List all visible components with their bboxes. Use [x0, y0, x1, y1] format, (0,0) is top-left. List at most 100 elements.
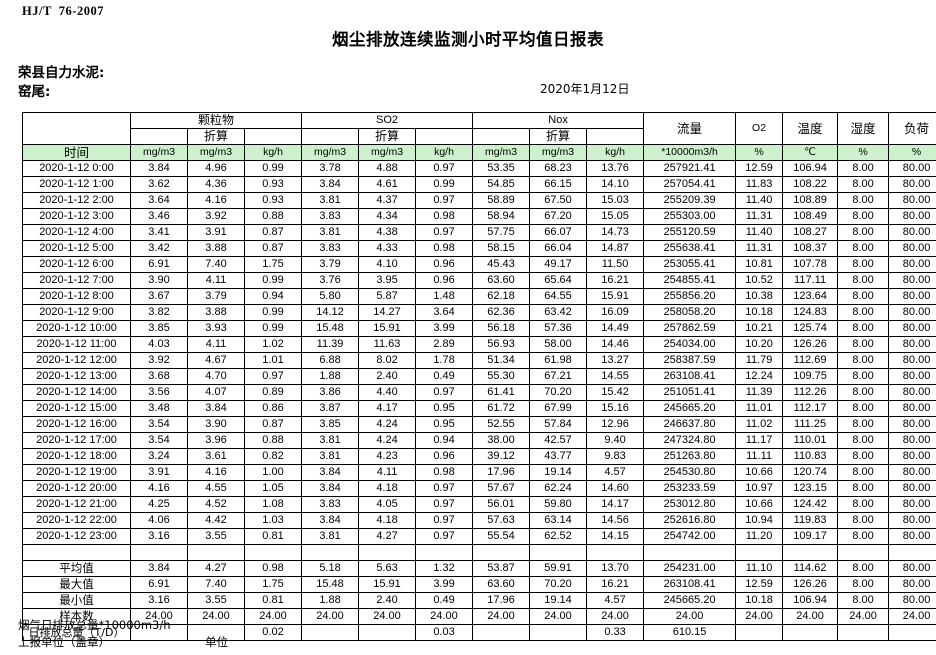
cell-o2: 10.66	[735, 464, 784, 481]
cell-pm-conv: 3.92	[187, 208, 245, 225]
cell-o2: 10.97	[735, 480, 784, 497]
spacer-cell	[358, 544, 417, 561]
table-row: 2020-1-12 5:00 3.42 3.88 0.87 3.83 4.33 0.98 58…	[22, 240, 936, 257]
cell-humidity: 8.00	[837, 496, 890, 513]
table-row: 2020-1-12 23:00 3.16 3.55 0.81 3.81 4.27 0.97 5…	[22, 528, 936, 545]
table-row: 2020-1-12 17:00 3.54 3.96 0.88 3.81 4.24 0.94 3…	[22, 432, 936, 449]
cell-so2-kgh: 0.96	[415, 272, 474, 289]
cell-temperature: 111.25	[782, 416, 839, 433]
cell-nox-kgh: 14.15	[586, 528, 645, 545]
cell-nox-kgh: 15.03	[586, 192, 645, 209]
cell-humidity: 8.00	[837, 160, 890, 177]
summary-cell-so2-conv: 24.00	[358, 608, 417, 625]
cell-so2-kgh: 0.49	[415, 368, 474, 385]
cell-so2-kgh: 0.97	[415, 480, 474, 497]
cell-flow: 254530.80	[643, 464, 737, 481]
cell-nox-mgm3: 57.63	[472, 512, 531, 529]
header-unit-pm-mgm3: mg/m3	[130, 144, 188, 161]
cell-time: 2020-1-12 6:00	[22, 256, 131, 273]
cell-so2-mgm3: 3.81	[301, 432, 360, 449]
table-head: 颗粒物 SO2 Nox 流量 O2 温度 湿度 负荷 折算 折算 折算 时间 m…	[22, 112, 936, 161]
header-unit-so2-kgh: kg/h	[415, 144, 474, 161]
cell-nox-mgm3: 57.75	[472, 224, 531, 241]
footer-reporting-unit: 上报单位（盖章）	[18, 635, 110, 649]
cell-flow: 253055.41	[643, 256, 737, 273]
header-row-units: 时间 mg/m3 mg/m3 kg/h mg/m3 mg/m3 kg/h mg/…	[22, 144, 936, 161]
cell-flow: 257054.41	[643, 176, 737, 193]
cell-load: 80.00	[888, 224, 936, 241]
summary-cell-nox-kgh: 13.70	[586, 560, 645, 577]
cell-flow: 245665.20	[643, 400, 737, 417]
cell-nox-kgh: 15.16	[586, 400, 645, 417]
cell-so2-mgm3: 14.12	[301, 304, 360, 321]
cell-pm-mgm3: 3.54	[130, 432, 188, 449]
summary-cell-pm-conv: 7.40	[187, 576, 245, 593]
cell-humidity: 8.00	[837, 288, 890, 305]
report-table-container: 颗粒物 SO2 Nox 流量 O2 温度 湿度 负荷 折算 折算 折算 时间 m…	[22, 112, 936, 641]
cell-nox-kgh: 15.91	[586, 288, 645, 305]
header-unit-humidity: %	[837, 144, 890, 161]
cell-pm-mgm3: 3.62	[130, 176, 188, 193]
cell-temperature: 120.74	[782, 464, 839, 481]
header-cell-blank-nox	[472, 128, 531, 145]
cell-load: 80.00	[888, 528, 936, 545]
page-title: 烟尘排放连续监测小时平均值日报表	[332, 30, 604, 49]
cell-time: 2020-1-12 1:00	[22, 176, 131, 193]
cell-temperature: 108.22	[782, 176, 839, 193]
cell-so2-mgm3: 11.39	[301, 336, 360, 353]
cell-nox-conv: 49.17	[529, 256, 588, 273]
cell-so2-mgm3: 3.85	[301, 416, 360, 433]
hourly-average-report-table: 颗粒物 SO2 Nox 流量 O2 温度 湿度 负荷 折算 折算 折算 时间 m…	[22, 112, 936, 641]
cell-so2-kgh: 0.97	[415, 224, 474, 241]
cell-so2-kgh: 1.48	[415, 288, 474, 305]
cell-o2: 10.20	[735, 336, 784, 353]
cell-so2-conv: 3.95	[358, 272, 417, 289]
cell-nox-conv: 65.64	[529, 272, 588, 289]
cell-pm-conv: 3.79	[187, 288, 245, 305]
footer-unit-label: 单位	[205, 635, 228, 649]
cell-load: 80.00	[888, 160, 936, 177]
cell-time: 2020-1-12 0:00	[22, 160, 131, 177]
cell-flow: 255303.00	[643, 208, 737, 225]
company-name: 荣县自力水泥:	[18, 65, 105, 81]
header-unit-pm-conv-mgm3: mg/m3	[187, 144, 245, 161]
cell-temperature: 109.75	[782, 368, 839, 385]
cell-humidity: 8.00	[837, 384, 890, 401]
table-row: 2020-1-12 14:00 3.56 4.07 0.89 3.86 4.40 0.97 6…	[22, 384, 936, 401]
summary-row: 最小值 3.16 3.55 0.81 1.88 2.40 0.49 17.96 19.14 4.5…	[22, 592, 936, 609]
cell-so2-mgm3: 15.48	[301, 320, 360, 337]
cell-load: 80.00	[888, 480, 936, 497]
cell-humidity: 8.00	[837, 448, 890, 465]
spacer-row	[22, 544, 936, 561]
cell-nox-mgm3: 55.30	[472, 368, 531, 385]
cell-so2-kgh: 0.98	[415, 208, 474, 225]
spacer-cell	[837, 544, 890, 561]
cell-time: 2020-1-12 7:00	[22, 272, 131, 289]
cell-nox-kgh: 13.76	[586, 160, 645, 177]
summary-label: 最大值	[22, 576, 131, 593]
cell-so2-kgh: 0.97	[415, 496, 474, 513]
cell-pm-kgh: 1.03	[243, 512, 303, 529]
header-cell-blank-so2	[301, 128, 360, 145]
cell-nox-mgm3: 52.55	[472, 416, 531, 433]
cell-so2-kgh: 0.98	[415, 240, 474, 257]
cell-o2: 10.21	[735, 320, 784, 337]
header-unit-so2-mgm3: mg/m3	[301, 144, 360, 161]
cell-pm-kgh: 0.89	[243, 384, 303, 401]
cell-so2-conv: 4.24	[358, 416, 417, 433]
cell-so2-conv: 4.17	[358, 400, 417, 417]
cell-pm-kgh: 0.87	[243, 416, 303, 433]
summary-cell-pm-mgm3: 3.84	[130, 560, 188, 577]
cell-so2-conv: 4.40	[358, 384, 417, 401]
cell-nox-conv: 66.04	[529, 240, 588, 257]
cell-pm-mgm3: 4.06	[130, 512, 188, 529]
cell-so2-mgm3: 1.88	[301, 368, 360, 385]
daily-total-cell-so2-kgh: 0.03	[415, 624, 474, 641]
header-unit-nox-kgh: kg/h	[586, 144, 645, 161]
cell-pm-conv: 4.07	[187, 384, 245, 401]
table-row: 2020-1-12 8:00 3.67 3.79 0.94 5.80 5.87 1.48 62…	[22, 288, 936, 305]
cell-o2: 10.38	[735, 288, 784, 305]
cell-so2-conv: 4.88	[358, 160, 417, 177]
cell-o2: 11.39	[735, 384, 784, 401]
summary-cell-pm-conv: 3.55	[187, 592, 245, 609]
